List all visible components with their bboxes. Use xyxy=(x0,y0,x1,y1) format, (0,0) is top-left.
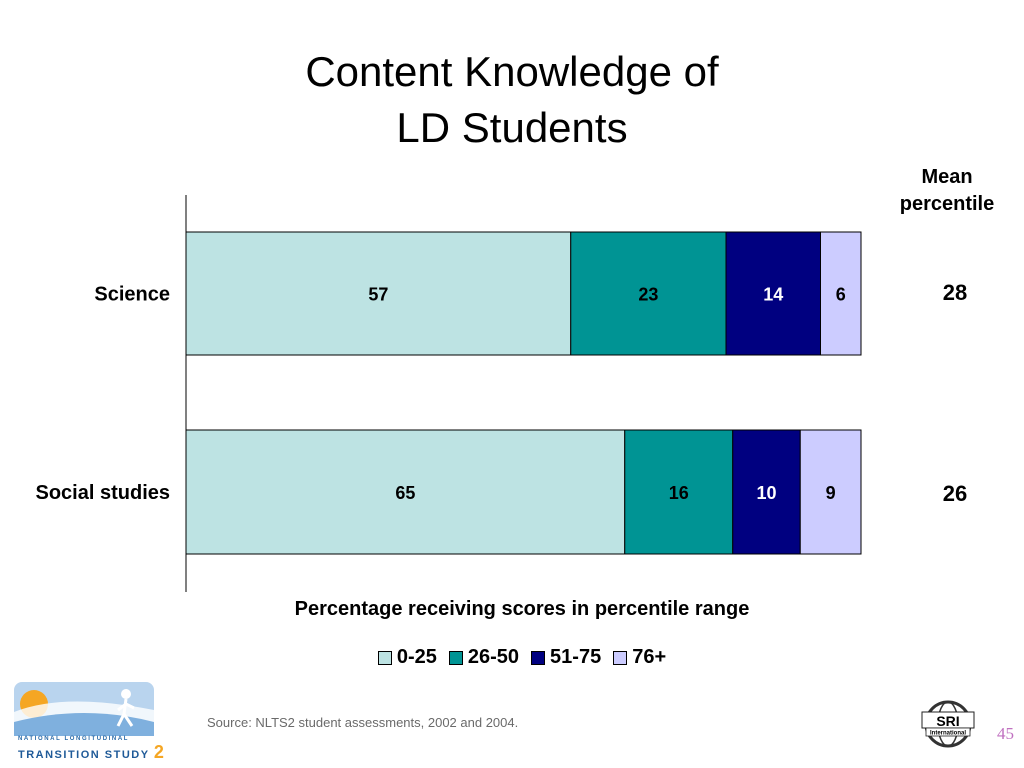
page-number: 45 xyxy=(997,724,1014,743)
bar-segment xyxy=(732,429,801,555)
nlts2-logo-graphic xyxy=(14,682,154,736)
slide-title-line-2: LD Students xyxy=(396,104,628,151)
legend-label: 0-25 xyxy=(396,646,437,668)
legend-label: 26-50 xyxy=(467,646,520,668)
mean-value-science: 28 xyxy=(942,280,968,305)
chart-legend: 0-25 26-50 51-75 76+ xyxy=(186,646,858,669)
nlts2-logo-number: 2 xyxy=(153,742,166,762)
bar-segment xyxy=(624,429,734,555)
nlts2-logo-line-2: TRANSITION STUDY 2 xyxy=(18,742,165,763)
nlts2-logo-line-2-text: TRANSITION STUDY xyxy=(18,749,150,761)
legend-swatch xyxy=(531,650,546,665)
bar-segment xyxy=(799,429,862,555)
bar-segment xyxy=(185,429,626,555)
bar-segment xyxy=(570,231,727,356)
legend-swatch xyxy=(448,650,463,665)
stacked-bar-chart: Science 57 23 14 6 Social studies 65 16 10 9 xyxy=(36,195,862,592)
sri-logo-text: SRI xyxy=(936,713,959,729)
mean-header-line-1: Mean xyxy=(921,166,973,188)
category-label: Social studies xyxy=(36,482,171,504)
mean-header-line-2: percentile xyxy=(899,193,995,215)
legend-swatch xyxy=(377,650,392,665)
slide-title: Content Knowledge of LD Students xyxy=(0,44,1024,156)
slide-title-line-1: Content Knowledge of xyxy=(305,48,719,95)
legend-item: 51-75 xyxy=(531,646,601,669)
nlts2-logo-line-1: NATIONAL LONGITUDINAL xyxy=(18,736,130,742)
data-label: 57 xyxy=(368,285,388,305)
data-label: 14 xyxy=(763,285,783,305)
category-label: Science xyxy=(94,284,170,306)
legend-label: 51-75 xyxy=(550,646,602,668)
mean-percentile-header: Mean percentile xyxy=(880,164,1014,218)
data-label: 10 xyxy=(756,483,776,503)
legend-item: 0-25 xyxy=(377,646,437,669)
legend-label: 76+ xyxy=(632,646,667,668)
nlts2-logo xyxy=(14,682,154,741)
data-label: 16 xyxy=(669,483,689,503)
legend-item: 26-50 xyxy=(448,646,520,669)
mean-value-social-studies: 26 xyxy=(942,481,968,506)
data-label: 65 xyxy=(395,483,415,503)
bar-segment xyxy=(725,231,821,356)
data-label: 9 xyxy=(826,483,836,503)
sri-logo: SRI International xyxy=(918,700,982,757)
x-axis-label: Percentage receiving scores in percentil… xyxy=(294,598,750,620)
legend-swatch xyxy=(613,650,628,665)
legend-item: 76+ xyxy=(613,646,666,669)
sri-logo-subtext: International xyxy=(930,731,966,737)
data-label: 6 xyxy=(836,285,846,305)
bar-segment xyxy=(185,231,572,356)
bar-segment xyxy=(820,231,862,356)
data-label: 23 xyxy=(638,285,658,305)
sri-logo-graphic: SRI International xyxy=(921,700,975,748)
source-note: Source: NLTS2 student assessments, 2002 … xyxy=(207,715,519,730)
